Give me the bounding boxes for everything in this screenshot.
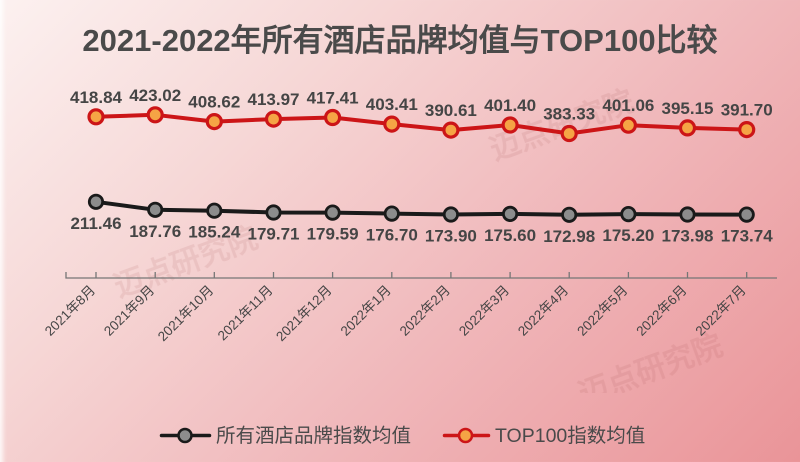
svg-text:185.24: 185.24: [188, 223, 241, 242]
svg-text:175.20: 175.20: [602, 226, 654, 245]
svg-text:173.98: 173.98: [662, 227, 714, 246]
svg-text:391.70: 391.70: [721, 101, 773, 120]
svg-text:173.74: 173.74: [721, 227, 774, 246]
svg-text:408.62: 408.62: [188, 93, 240, 112]
svg-text:401.06: 401.06: [602, 96, 654, 115]
svg-text:413.97: 413.97: [248, 90, 300, 109]
svg-text:175.60: 175.60: [484, 226, 536, 245]
svg-text:418.84: 418.84: [70, 88, 123, 107]
svg-text:179.59: 179.59: [307, 225, 359, 244]
svg-text:176.70: 176.70: [366, 226, 418, 245]
svg-text:187.76: 187.76: [129, 222, 181, 241]
svg-text:211.46: 211.46: [70, 214, 121, 233]
svg-text:423.02: 423.02: [129, 86, 181, 105]
svg-text:401.40: 401.40: [484, 96, 536, 115]
svg-text:173.90: 173.90: [425, 227, 477, 246]
svg-text:179.71: 179.71: [248, 225, 300, 244]
svg-text:172.98: 172.98: [543, 227, 595, 246]
svg-text:所有酒店品牌指数均值: 所有酒店品牌指数均值: [216, 425, 411, 447]
svg-text:417.41: 417.41: [307, 89, 359, 108]
svg-text:TOP100指数均值: TOP100指数均值: [495, 425, 645, 447]
svg-text:395.15: 395.15: [662, 99, 714, 118]
svg-text:390.61: 390.61: [425, 101, 477, 120]
svg-text:383.33: 383.33: [543, 105, 595, 124]
svg-text:403.41: 403.41: [366, 95, 418, 114]
